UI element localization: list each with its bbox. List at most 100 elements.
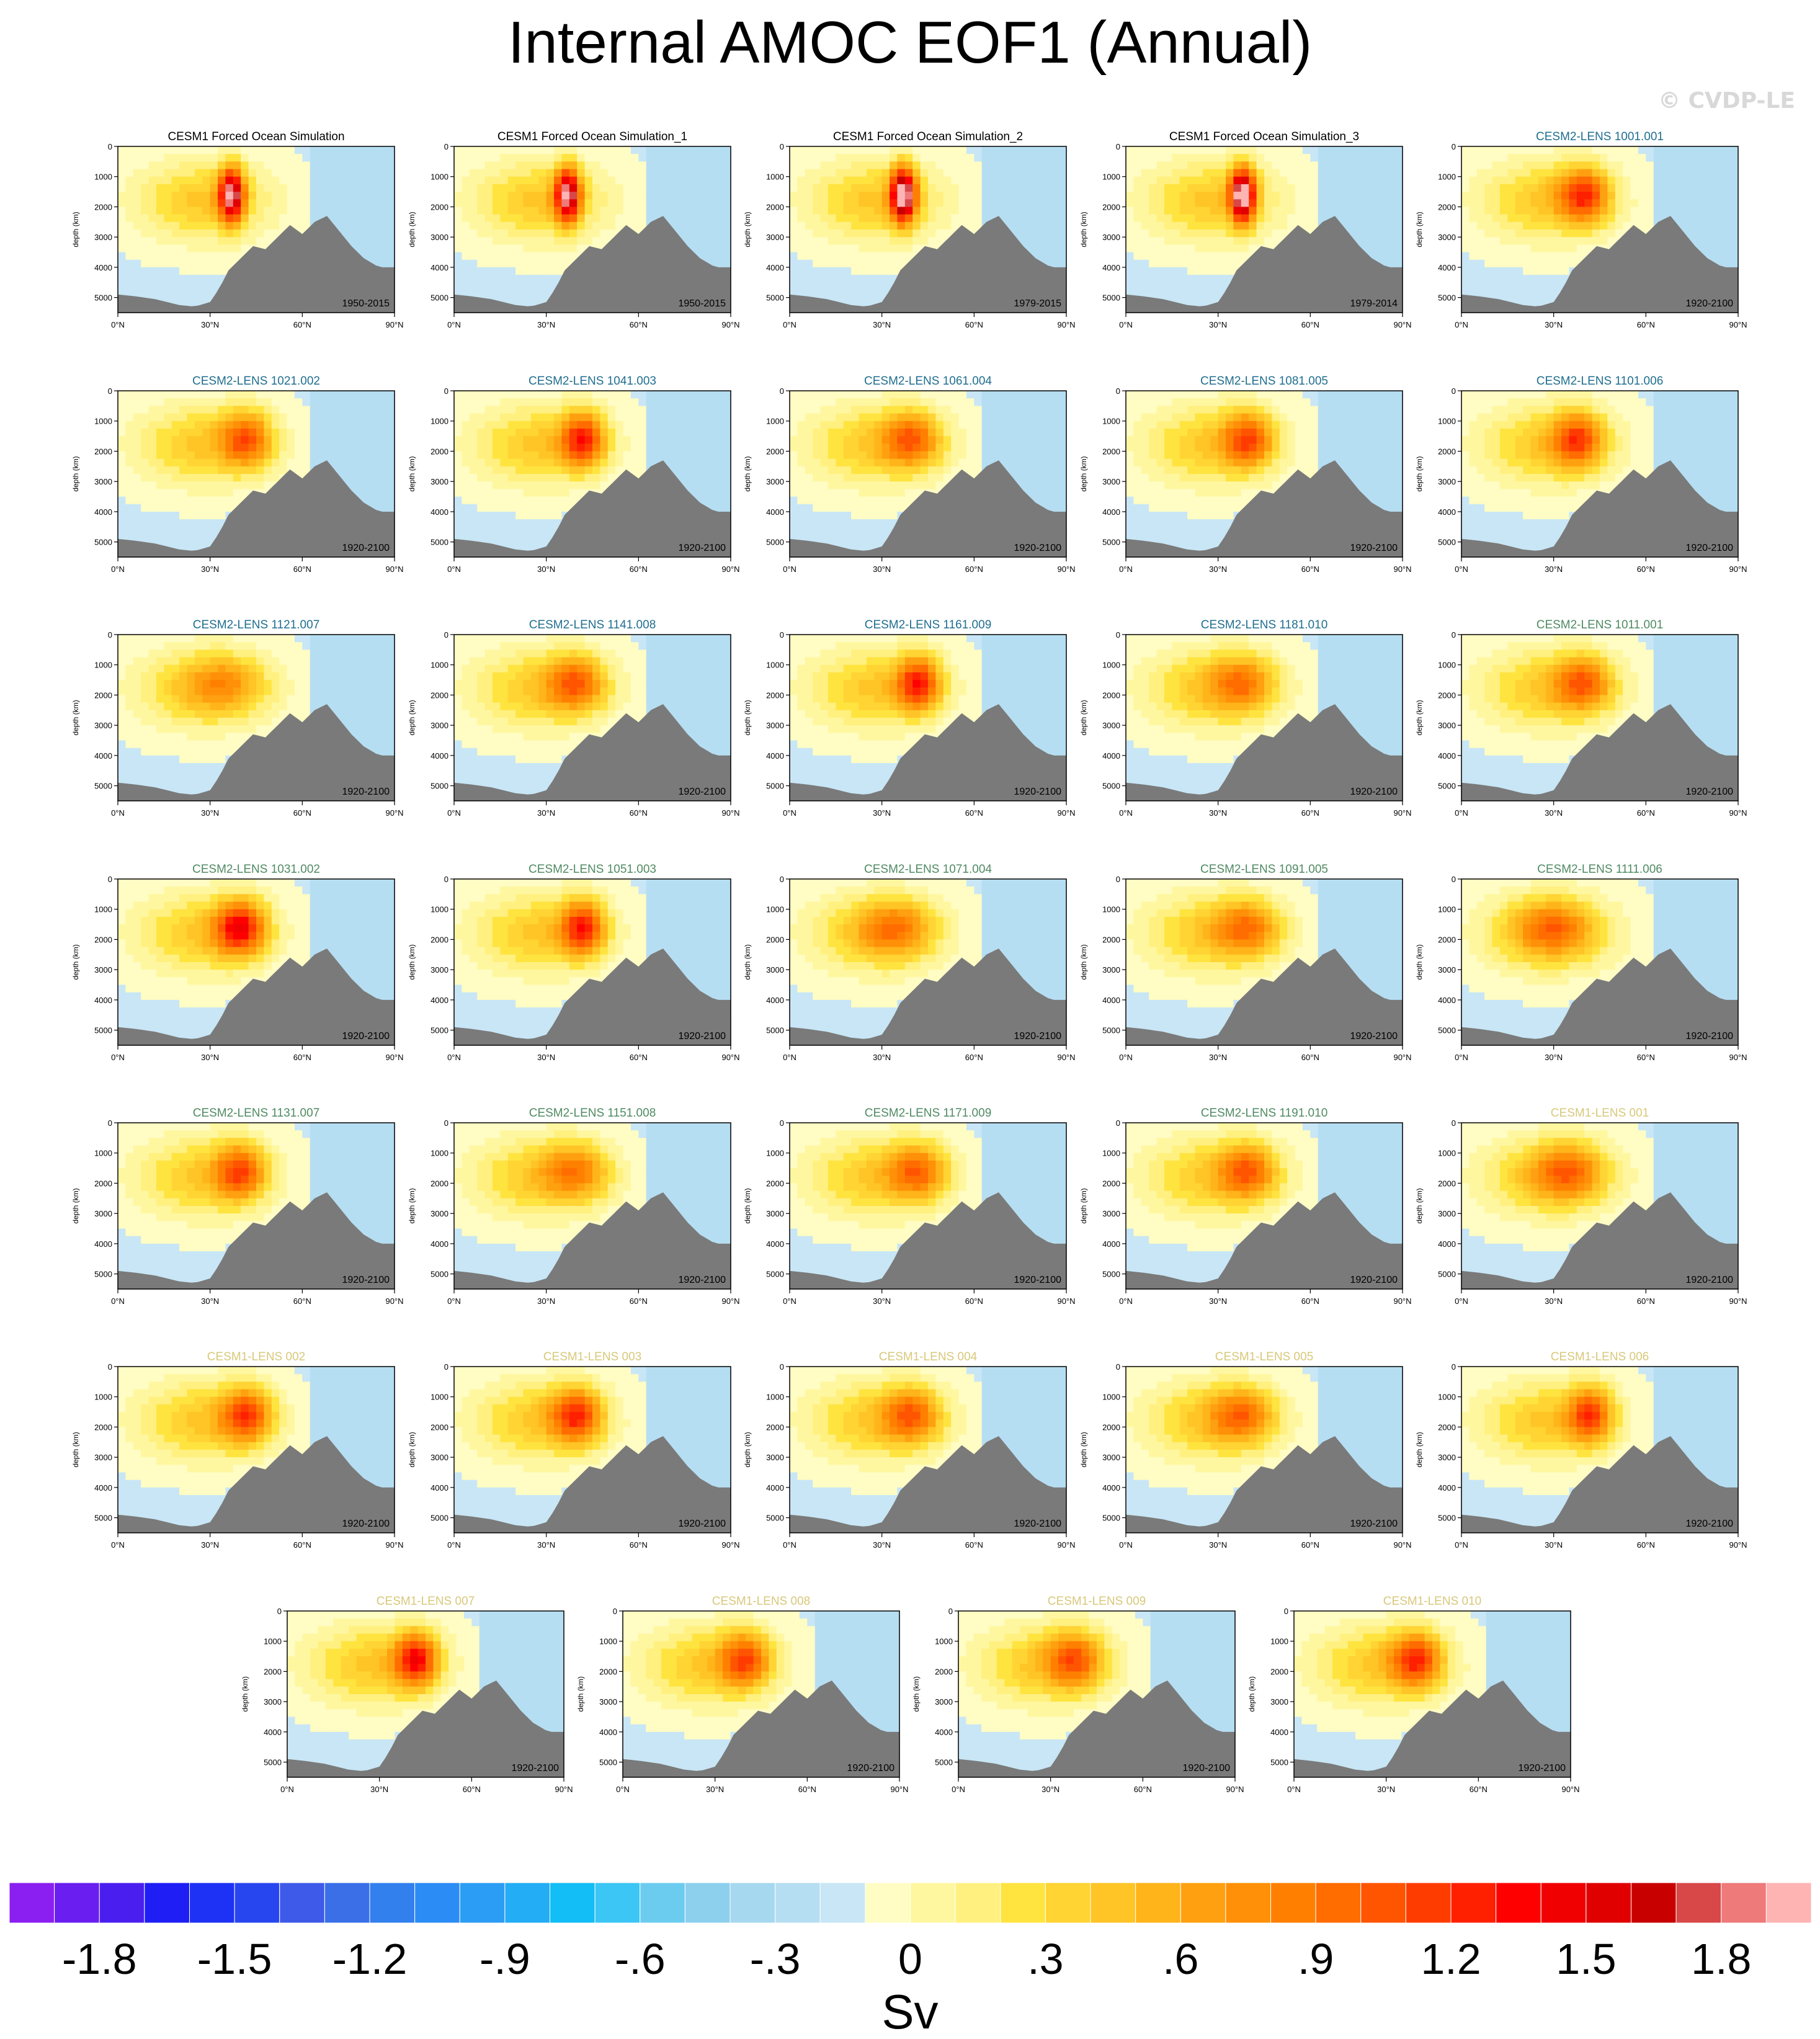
heatmap-cell xyxy=(149,260,157,268)
heatmap-cell xyxy=(500,177,508,185)
heatmap-cell xyxy=(500,244,508,252)
heatmap-cell xyxy=(118,282,126,290)
heatmap-cell xyxy=(202,252,210,261)
heatmap-cell xyxy=(485,290,493,298)
y-tick-label: 4000 xyxy=(94,263,112,272)
heatmap-cell xyxy=(723,207,731,215)
heatmap-cell xyxy=(554,184,562,192)
heatmap-cell xyxy=(210,207,218,215)
heatmap-cell xyxy=(646,177,654,185)
heatmap-cell xyxy=(821,244,829,252)
heatmap-cell xyxy=(821,275,829,283)
heatmap-cell xyxy=(805,237,813,245)
heatmap-cell xyxy=(493,199,501,207)
heatmap-cell xyxy=(187,252,195,261)
heatmap-cell xyxy=(867,298,875,306)
heatmap-cell xyxy=(677,146,685,154)
heatmap-cell xyxy=(874,177,882,185)
heatmap-cell xyxy=(118,267,126,275)
heatmap-cell xyxy=(179,298,187,306)
heatmap-cell xyxy=(493,252,501,261)
heatmap-cell xyxy=(141,230,149,238)
heatmap-cell xyxy=(454,252,462,261)
heatmap-cell xyxy=(164,146,172,154)
heatmap-cell xyxy=(921,237,929,245)
heatmap-cell xyxy=(561,260,569,268)
heatmap-cell xyxy=(195,230,203,238)
heatmap-cell xyxy=(708,154,716,162)
heatmap-cell xyxy=(531,275,539,283)
heatmap-cell xyxy=(897,177,905,185)
heatmap-cell xyxy=(356,192,364,200)
heatmap-cell xyxy=(310,199,318,207)
x-tick-label: 0°N xyxy=(447,320,461,329)
heatmap-cell xyxy=(264,230,272,238)
heatmap-cell xyxy=(890,169,898,177)
heatmap-cell xyxy=(561,207,569,215)
heatmap-cell xyxy=(118,275,126,283)
heatmap-cell xyxy=(249,215,257,223)
heatmap-cell xyxy=(493,161,501,169)
heatmap-cell xyxy=(715,244,723,252)
heatmap-cell xyxy=(790,260,798,268)
heatmap-cell xyxy=(387,230,395,238)
heatmap-cell xyxy=(508,244,516,252)
heatmap-cell xyxy=(859,230,867,238)
heatmap-cell xyxy=(631,177,639,185)
heatmap-cell xyxy=(592,199,600,207)
heatmap-cell xyxy=(508,207,516,215)
heatmap-cell xyxy=(241,215,249,223)
heatmap-cell xyxy=(379,252,387,261)
heatmap-cell xyxy=(279,199,287,207)
heatmap-cell xyxy=(890,230,898,238)
heatmap-cell xyxy=(882,199,890,207)
heatmap-cell xyxy=(585,237,593,245)
heatmap-cell xyxy=(515,282,524,290)
heatmap-cell xyxy=(515,267,524,275)
heatmap-cell xyxy=(836,230,844,238)
heatmap-cell xyxy=(890,154,898,162)
heatmap-cell xyxy=(272,215,280,223)
heatmap-cell xyxy=(859,146,867,154)
heatmap-cell xyxy=(515,237,524,245)
heatmap-cell xyxy=(859,267,867,275)
heatmap-cell xyxy=(195,244,203,252)
heatmap-cell xyxy=(813,244,821,252)
heatmap-cell xyxy=(821,215,829,223)
heatmap-cell xyxy=(654,169,662,177)
heatmap-cell xyxy=(210,161,218,169)
heatmap-cell xyxy=(524,169,532,177)
heatmap-cell xyxy=(310,192,318,200)
heatmap-cell xyxy=(225,215,233,223)
heatmap-cell xyxy=(349,169,357,177)
x-tick-label: 60°N xyxy=(293,320,311,329)
heatmap-cell xyxy=(867,215,875,223)
heatmap-cell xyxy=(125,192,133,200)
heatmap-cell xyxy=(372,222,380,230)
heatmap-cell xyxy=(615,207,623,215)
heatmap-cell xyxy=(821,237,829,245)
heatmap-cell xyxy=(585,207,593,215)
heatmap-cell xyxy=(264,207,272,215)
heatmap-cell xyxy=(561,177,569,185)
heatmap-cell xyxy=(805,177,813,185)
heatmap-cell xyxy=(462,237,470,245)
y-tick-label: 0 xyxy=(108,142,112,151)
heatmap-cell xyxy=(508,267,516,275)
heatmap-cell xyxy=(531,154,539,162)
heatmap-cell xyxy=(493,207,501,215)
heatmap-cell xyxy=(592,177,600,185)
heatmap-cell xyxy=(341,207,349,215)
heatmap-cell xyxy=(172,169,180,177)
heatmap-cell xyxy=(387,237,395,245)
heatmap-cell xyxy=(882,146,890,154)
panel-grid: CESM1 Forced Ocean Simulation1950-201501… xyxy=(0,0,1820,1861)
heatmap-cell xyxy=(485,215,493,223)
heatmap-cell xyxy=(477,275,485,283)
heatmap-cell xyxy=(790,230,798,238)
x-tick-label: 90°N xyxy=(721,320,739,329)
heatmap-cell xyxy=(485,154,493,162)
heatmap-cell xyxy=(195,146,203,154)
heatmap-cell xyxy=(615,184,623,192)
heatmap-cell xyxy=(692,192,700,200)
